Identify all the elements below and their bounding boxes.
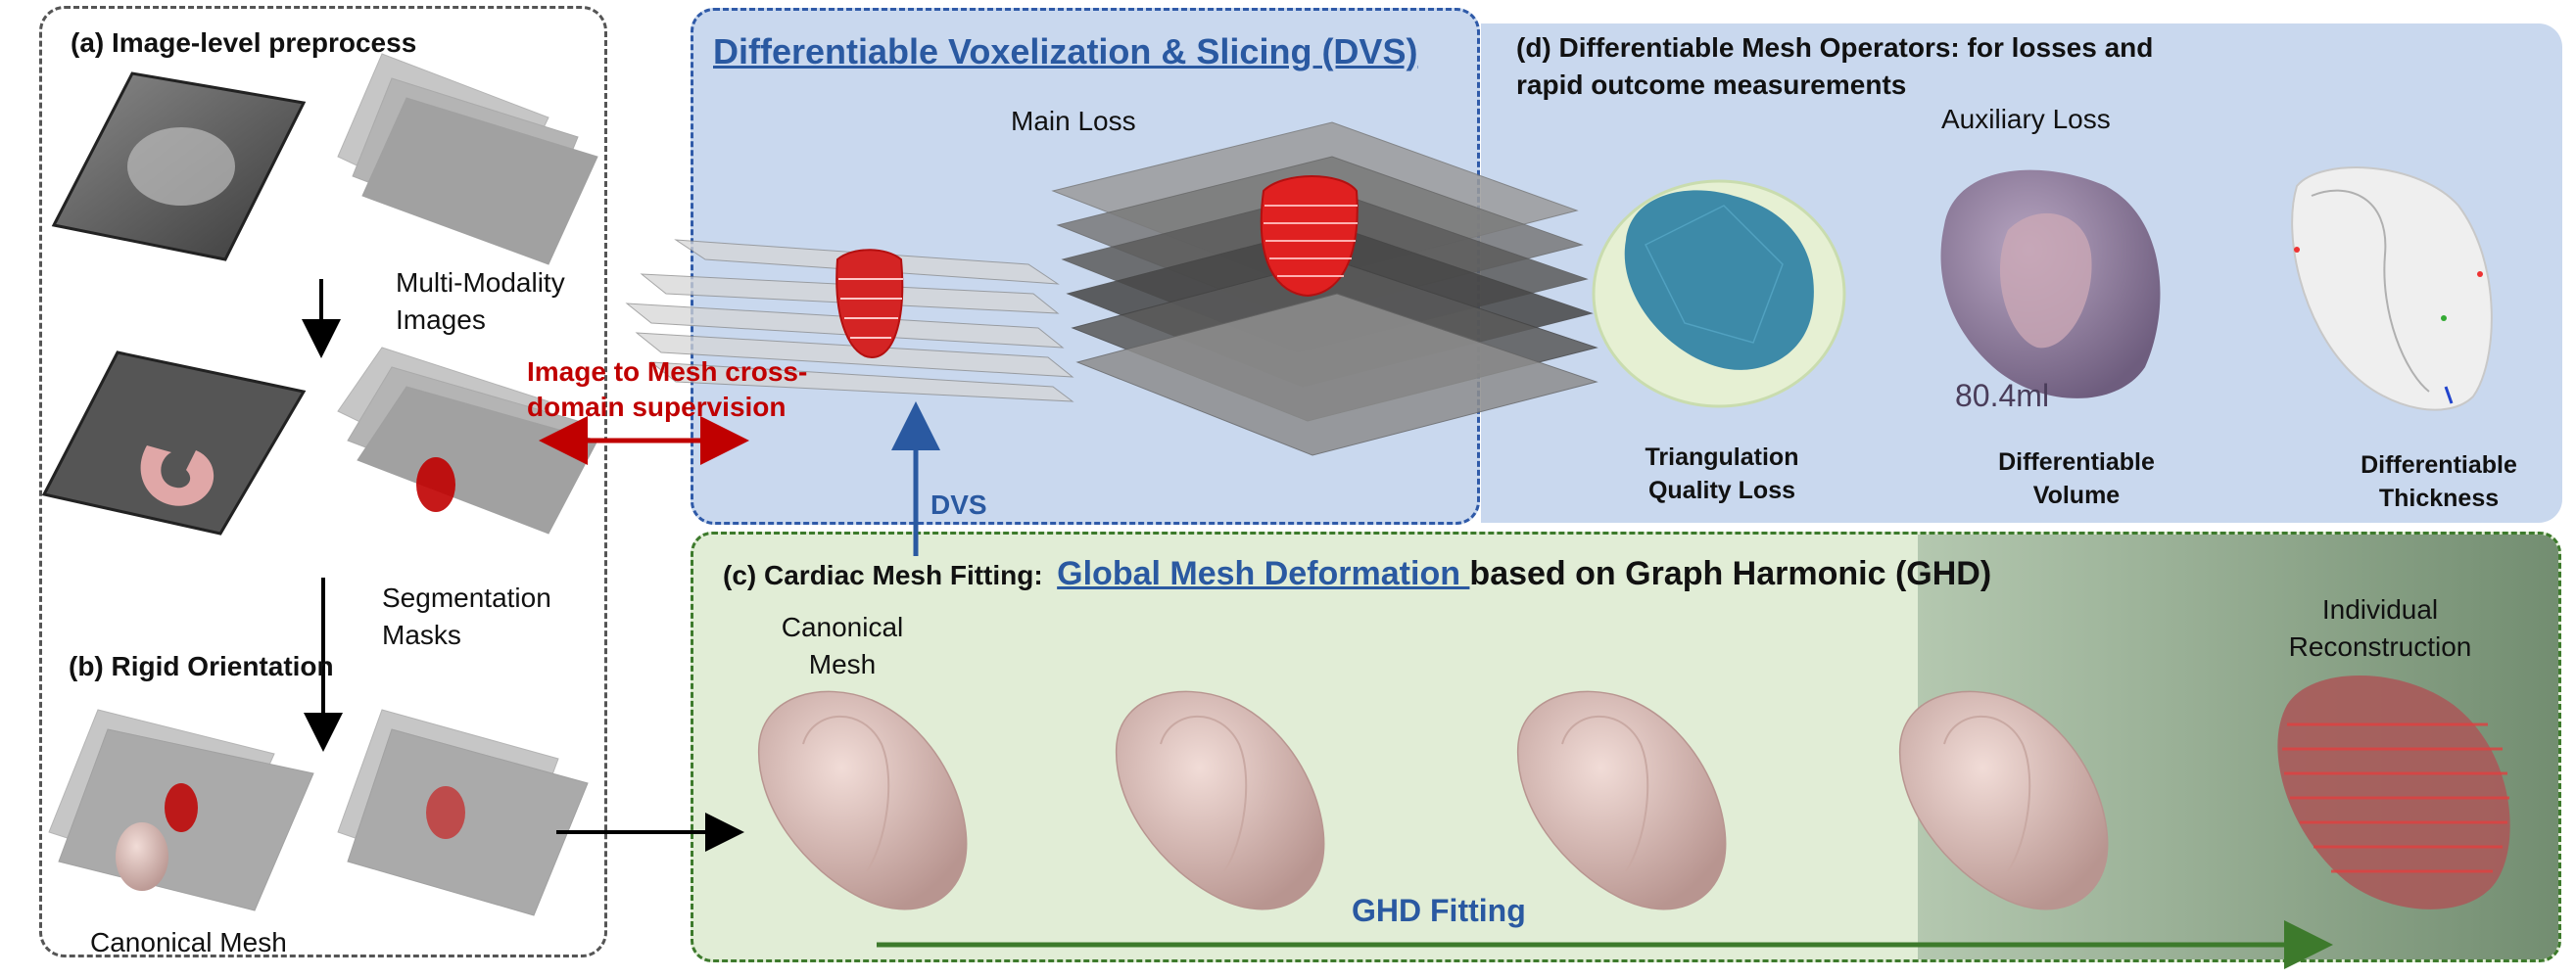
main-loss-label: Main Loss <box>1011 106 1136 136</box>
volume-mesh <box>1940 169 2161 398</box>
canonical-stage-line2: Mesh <box>808 649 877 679</box>
individual-reconstruction-mesh <box>2277 676 2510 909</box>
panel-d-title: (d) Differentiable Mesh Operators: for l… <box>1516 29 2153 104</box>
panel-c-title: (c) Cardiac Mesh Fitting: Global Mesh De… <box>723 555 1991 593</box>
rigid-canonical-mesh <box>116 822 168 891</box>
dvs-arrow-label: DVS <box>930 490 987 520</box>
panel-c-title-prefix: (c) Cardiac Mesh Fitting: <box>723 560 1043 590</box>
panel-d-title-line2: rapid outcome measurements <box>1516 70 1907 100</box>
auxiliary-loss-label: Auxiliary Loss <box>1941 104 2111 134</box>
multimodality-label-line2: Images <box>396 304 486 335</box>
rigid-right-heart <box>426 786 465 839</box>
cross-domain-label-line2: domain supervision <box>527 392 787 422</box>
cross-domain-label-line1: Image to Mesh cross- <box>527 356 808 387</box>
canonical-stage-label: Canonical Mesh <box>739 609 945 683</box>
segmentation-label-line1: Segmentation <box>382 583 551 613</box>
ghd-fitting-label: GHD Fitting <box>1352 893 1526 928</box>
mesh-stage-2 <box>1115 690 1325 910</box>
op-thickness-label: Differentiable Thickness <box>2292 448 2576 515</box>
dvs-heart-main <box>1260 175 1359 298</box>
mesh-stage-3 <box>1516 690 1727 910</box>
panel-c-title-highlight: Global Mesh Deformation <box>1057 555 1470 592</box>
individual-recon-line1: Individual <box>2321 594 2439 625</box>
dvs-main-stack <box>1051 121 1598 456</box>
rigid-left-heart <box>165 783 198 832</box>
op-thickness-line2: Thickness <box>2378 485 2500 512</box>
op-volume-line1: Differentiable <box>1998 448 2155 476</box>
cross-domain-label: Image to Mesh cross- domain supervision <box>527 354 807 425</box>
op-volume-line2: Volume <box>2032 482 2121 509</box>
panel-c-title-suffix: based on Graph Harmonic (GHD) <box>1469 555 1992 592</box>
volume-value: 80.4ml <box>1955 378 2050 413</box>
op-volume-label: Differentiable Volume <box>1930 445 2223 512</box>
segmentation-label: Segmentation Masks <box>382 580 551 654</box>
individual-recon-line2: Reconstruction <box>2288 631 2472 662</box>
canonical-mesh-label: Canonical Mesh <box>90 927 287 957</box>
preprocess-panel <box>39 6 607 957</box>
op-triangulation-line2: Quality Loss <box>1647 477 1796 504</box>
multimodality-label: Multi-Modality Images <box>396 264 565 339</box>
panel-b-title: (b) Rigid Orientation <box>69 651 334 681</box>
seg-heart-mark <box>416 457 455 512</box>
panel-d-title-line1: (d) Differentiable Mesh Operators: for l… <box>1516 32 2154 63</box>
panel-a-title: (a) Image-level preprocess <box>71 27 417 58</box>
dvs-title: Differentiable Voxelization & Slicing (D… <box>713 31 1418 71</box>
individual-recon-label: Individual Reconstruction <box>2243 591 2517 666</box>
dvs-heart-small <box>835 249 904 359</box>
dvs-slices-small <box>625 239 1074 402</box>
triangulation-mesh <box>1592 179 1846 408</box>
mask-tile <box>41 350 307 536</box>
canonical-stage-line1: Canonical <box>781 612 904 642</box>
op-triangulation-line1: Triangulation <box>1645 443 1799 471</box>
multimodality-stack <box>337 53 598 265</box>
thickness-mesh <box>2291 166 2493 411</box>
mesh-stage-4 <box>1898 690 2109 910</box>
canonical-mesh-stage <box>757 690 968 910</box>
ct-image-tile <box>51 71 307 261</box>
op-triangulation-label: Triangulation Quality Loss <box>1575 441 1869 507</box>
multimodality-label-line1: Multi-Modality <box>396 267 565 298</box>
segmentation-stack <box>337 347 598 535</box>
op-thickness-line1: Differentiable <box>2361 451 2517 479</box>
segmentation-label-line2: Masks <box>382 620 461 650</box>
